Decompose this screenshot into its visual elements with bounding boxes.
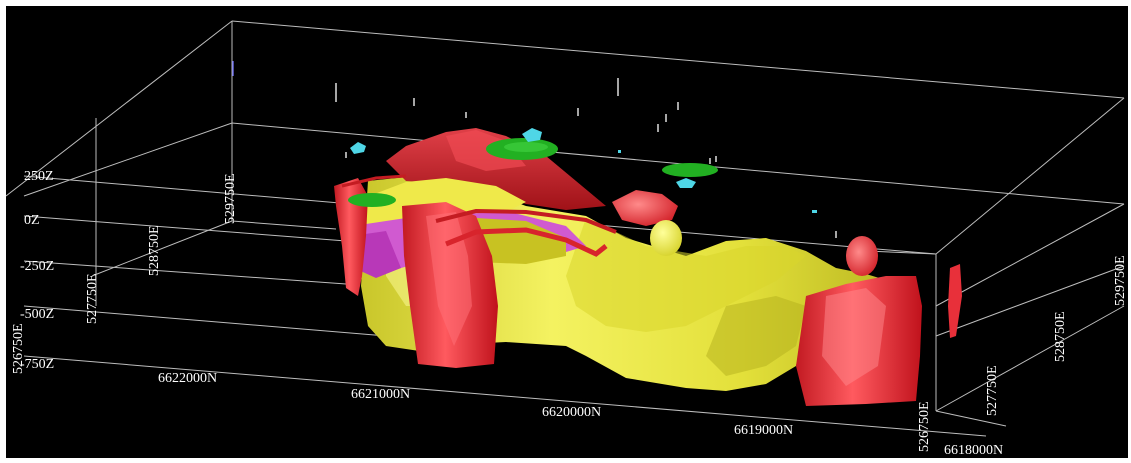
z-label-minus750: -750Z — [20, 357, 54, 372]
green-disc-3[interactable] — [662, 163, 718, 177]
northing-label-6619000: 6619000N — [734, 423, 793, 438]
northing-label-6618000: 6618000N — [944, 443, 1003, 458]
northing-labels: 6622000N 6621000N 6620000N 6619000N 6618… — [158, 371, 1003, 458]
drillhole-traces — [232, 61, 837, 238]
3d-scene[interactable]: 250Z 0Z -250Z -500Z -750Z 6622000N 66210… — [6, 6, 1128, 458]
red-blob-1[interactable] — [612, 190, 678, 226]
northing-label-6620000: 6620000N — [542, 405, 601, 420]
bounding-box-grid — [6, 20, 1125, 437]
cyan-markers[interactable] — [350, 128, 817, 213]
easting-left-528750: 528750E — [147, 225, 162, 276]
red-upper-body[interactable] — [386, 128, 606, 210]
red-right-wall[interactable] — [796, 276, 922, 406]
red-fragment-far-right[interactable] — [948, 264, 962, 338]
easting-right-labels: 526750E 527750E 528750E 529750E — [917, 255, 1128, 452]
z-label-minus250: -250Z — [20, 259, 54, 274]
northing-label-6622000: 6622000N — [158, 371, 217, 386]
red-ring-band[interactable] — [341, 174, 617, 257]
easting-right-527750: 527750E — [985, 365, 1000, 416]
red-front-wall[interactable] — [402, 202, 498, 368]
z-label-250: 250Z — [24, 169, 54, 184]
easting-left-529750: 529750E — [223, 173, 238, 224]
easting-right-529750: 529750E — [1113, 255, 1128, 306]
northing-label-6621000: 6621000N — [351, 387, 410, 402]
z-axis-labels: 250Z 0Z -250Z -500Z -750Z — [20, 169, 54, 372]
easting-right-528750: 528750E — [1053, 311, 1068, 362]
easting-left-527750: 527750E — [85, 273, 100, 324]
3d-viewport[interactable]: 250Z 0Z -250Z -500Z -750Z 6622000N 66210… — [6, 6, 1128, 458]
green-disc-2[interactable] — [486, 138, 558, 160]
easting-left-526750: 526750E — [11, 323, 26, 374]
z-label-0: 0Z — [24, 213, 40, 228]
easting-right-526750: 526750E — [917, 401, 932, 452]
easting-left-labels: 526750E 527750E 528750E 529750E — [11, 173, 238, 374]
yellow-blob[interactable] — [650, 220, 682, 256]
red-blob-2[interactable] — [846, 236, 878, 276]
red-left-wall[interactable] — [334, 178, 368, 296]
z-label-minus500: -500Z — [20, 307, 54, 322]
green-disc-1[interactable] — [348, 193, 396, 207]
